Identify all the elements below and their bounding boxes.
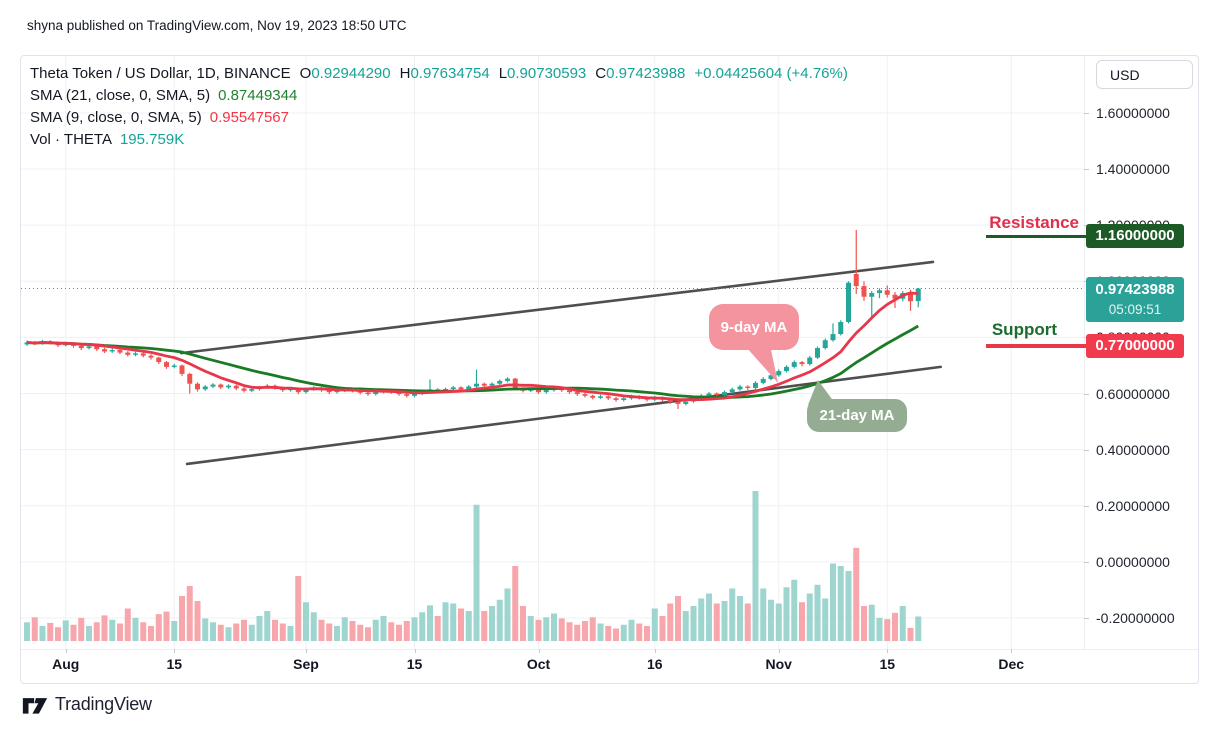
time-axis-label: 15: [879, 656, 896, 672]
time-axis-tick: [887, 649, 889, 653]
resistance-label[interactable]: Resistance: [989, 213, 1079, 232]
time-axis-tick: [174, 649, 176, 653]
time-axis-label: Sep: [293, 656, 319, 672]
chart-container: Theta Token / US Dollar, 1D, BINANCE O0.9…: [20, 55, 1199, 684]
price-axis-tick: [1084, 169, 1089, 171]
volume-value: 195.759K: [119, 131, 185, 148]
tradingview-attribution[interactable]: TradingView: [22, 694, 152, 715]
time-axis-tick: [65, 649, 67, 653]
price-axis-tick: [1084, 561, 1089, 563]
symbol-row: Theta Token / US Dollar, 1D, BINANCE O0.9…: [30, 63, 848, 85]
ma21-callout-bubble[interactable]: 21-day MA: [807, 399, 907, 432]
last-price-badge: 0.97423988 05:09:51: [1086, 277, 1184, 322]
price-axis-label: 0.00000000: [1096, 553, 1170, 570]
resistance-line[interactable]: [986, 235, 1086, 238]
sma9-label: SMA (9, close, 0, SMA, 5): [30, 109, 202, 126]
time-axis-tick: [778, 649, 780, 653]
price-axis-tick: [1084, 505, 1089, 507]
sma21-row: SMA (21, close, 0, SMA, 5) 0.87449344: [30, 85, 848, 107]
sma21-label: SMA (21, close, 0, SMA, 5): [30, 87, 211, 104]
ohlc-low: L0.90730593: [498, 65, 587, 82]
chart-legend: Theta Token / US Dollar, 1D, BINANCE O0.9…: [30, 63, 848, 151]
time-axis-label: Dec: [998, 656, 1025, 672]
change-value: +0.04425604 (+4.76%): [694, 65, 848, 82]
symbol-title: Theta Token / US Dollar, 1D, BINANCE: [30, 65, 291, 82]
resistance-price-badge: 1.16000000: [1086, 224, 1184, 248]
support-line[interactable]: [986, 344, 1086, 348]
time-axis-tick: [538, 649, 540, 653]
ohlc-high: H0.97634754: [399, 65, 490, 82]
time-axis-separator: [21, 649, 1198, 650]
tradingview-brand-text: TradingView: [55, 694, 152, 714]
price-axis-separator: [1084, 56, 1085, 649]
time-axis-label: Aug: [52, 656, 80, 672]
price-axis-tick: [1084, 393, 1089, 395]
time-axis-label: Oct: [526, 656, 551, 672]
ma21-bubble-tail: [808, 380, 834, 405]
ma9-callout-bubble[interactable]: 9-day MA: [709, 304, 799, 350]
volume-row: Vol · THETA 195.759K: [30, 129, 848, 151]
price-chart-canvas[interactable]: [21, 56, 1084, 649]
support-label[interactable]: Support: [991, 320, 1057, 339]
bar-countdown: 05:09:51: [1108, 302, 1162, 317]
ohlc-close: C0.97423988: [595, 65, 686, 82]
time-axis-tick: [654, 649, 656, 653]
currency-button[interactable]: USD: [1096, 60, 1193, 89]
time-axis-label: 15: [406, 656, 423, 672]
ma9-bubble-tail: [747, 345, 778, 383]
sma21-value: 0.87449344: [218, 87, 298, 104]
time-axis-tick: [306, 649, 307, 653]
last-price-value: 0.97423988: [1095, 281, 1175, 298]
price-axis-label: -0.20000000: [1096, 610, 1175, 627]
time-axis-tick: [414, 649, 416, 653]
price-axis-label: 0.40000000: [1096, 441, 1170, 458]
price-axis-tick: [1084, 112, 1089, 114]
price-axis-tick: [1084, 618, 1089, 620]
time-axis-label: 15: [166, 656, 183, 672]
price-axis-label: 0.20000000: [1096, 497, 1170, 514]
sma9-value: 0.95547567: [209, 109, 289, 126]
support-price-badge: 0.77000000: [1086, 334, 1184, 358]
time-axis-label: Nov: [765, 656, 792, 672]
price-axis-label: 0.60000000: [1096, 385, 1170, 402]
time-axis-tick: [1011, 649, 1013, 653]
ohlc-open: O0.92944290: [299, 65, 391, 82]
price-axis-tick: [1084, 449, 1089, 451]
attribution-text: shyna published on TradingView.com, Nov …: [27, 18, 407, 33]
price-axis-label: 1.60000000: [1096, 104, 1170, 121]
tradingview-logo-icon: [22, 697, 48, 714]
time-axis-label: 16: [646, 656, 663, 672]
sma9-row: SMA (9, close, 0, SMA, 5) 0.95547567: [30, 107, 848, 129]
volume-label: Vol · THETA: [30, 131, 112, 148]
price-axis-label: 1.40000000: [1096, 161, 1170, 178]
